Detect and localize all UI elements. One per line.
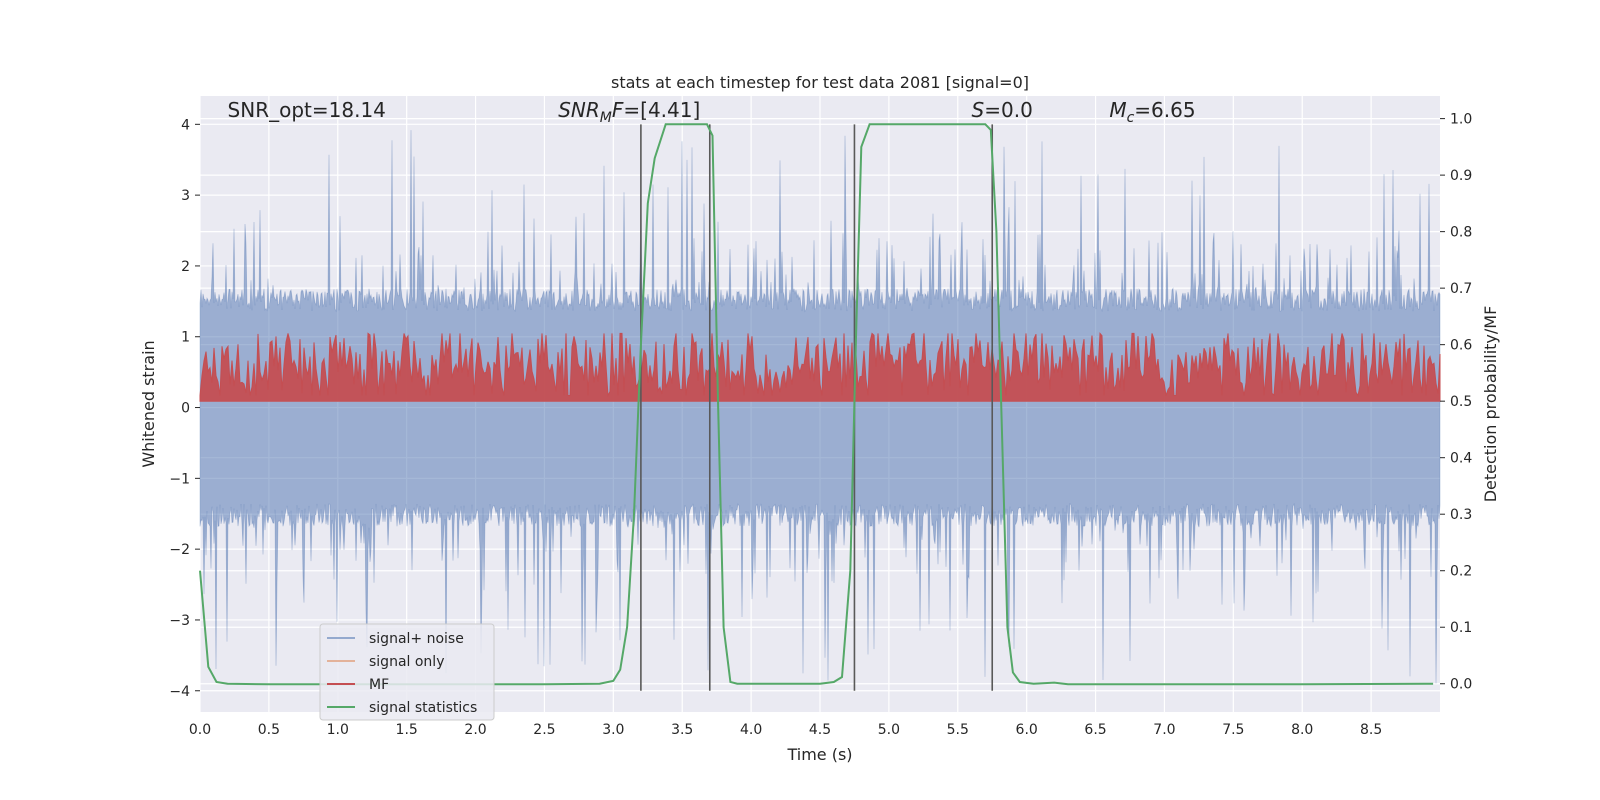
annotation-snr-mf: SNRMF=[4.41] xyxy=(558,98,700,126)
y-right-tick-label: 0.2 xyxy=(1450,564,1472,580)
y-right-tick-label: 0.9 xyxy=(1450,168,1472,184)
x-tick-label: 2.5 xyxy=(533,722,555,738)
mf-series xyxy=(199,332,1441,402)
signal-plus-noise-band xyxy=(199,130,1441,684)
legend-label-signal-statistics: signal statistics xyxy=(369,700,477,716)
x-tick-label: 5.5 xyxy=(947,722,969,738)
legend-label-signal-only: signal only xyxy=(369,654,444,670)
x-tick-label: 8.0 xyxy=(1291,722,1313,738)
x-tick-label: 4.0 xyxy=(740,722,762,738)
x-tick-label: 6.5 xyxy=(1084,722,1106,738)
y-left-tick-label: 0 xyxy=(181,401,190,417)
y-left-tick-label: 1 xyxy=(181,330,190,346)
annotations: SNR_opt=18.14 SNRMF=[4.41] S=0.0 Mc=6.65 xyxy=(228,98,1196,126)
x-tick-label: 3.0 xyxy=(602,722,624,738)
y-axis-left-label: Whitened strain xyxy=(139,340,158,467)
x-tick-label: 0.0 xyxy=(189,722,211,738)
y-right-tick-label: 0.7 xyxy=(1450,281,1472,297)
annotation-snr-opt: SNR_opt=18.14 xyxy=(228,98,386,122)
y-left-tick-label: −3 xyxy=(169,613,190,629)
signal-statistics-line xyxy=(199,123,1434,686)
legend-label-mf: MF xyxy=(369,677,389,693)
x-tick-label: 8.5 xyxy=(1360,722,1382,738)
y-left-tick-label: 3 xyxy=(181,188,190,204)
x-tick-label: 1.0 xyxy=(327,722,349,738)
y-right-tick-label: 0.8 xyxy=(1450,225,1472,241)
annotation-s-value: S=0.0 xyxy=(972,98,1033,122)
y-left-tick-label: 2 xyxy=(181,259,190,275)
x-tick-label: 7.5 xyxy=(1222,722,1244,738)
y-right-tick-label: 0.1 xyxy=(1450,620,1472,636)
x-tick-label: 6.0 xyxy=(1016,722,1038,738)
y-axis-right-label: Detection probability/MF xyxy=(1481,306,1500,503)
y-right-tick-label: 0.5 xyxy=(1450,394,1472,410)
y-right-tick-label: 1.0 xyxy=(1450,112,1472,128)
x-axis-label: Time (s) xyxy=(786,745,852,764)
y-left-tick-label: −4 xyxy=(169,684,190,700)
x-tick-label: 0.5 xyxy=(258,722,280,738)
x-tick-label: 2.0 xyxy=(464,722,486,738)
x-tick-label: 1.5 xyxy=(396,722,418,738)
x-tick-label: 5.0 xyxy=(878,722,900,738)
mf-band xyxy=(199,332,1441,402)
signal-statistics-series xyxy=(199,123,1434,686)
legend: signal+ noise signal only MF signal stat… xyxy=(319,623,495,721)
y-left-tick-label: −2 xyxy=(169,542,190,558)
y-left-tick-label: −1 xyxy=(169,471,190,487)
y-right-tick-label: 0.3 xyxy=(1450,507,1472,523)
chart-title: stats at each timestep for test data 208… xyxy=(611,73,1029,92)
y-right-tick-label: 0.6 xyxy=(1450,338,1472,354)
axes: 0.0 0.5 1.0 1.5 2.0 2.5 3.0 3.5 4.0 4.5 5.0 5.5 6.0 6… xyxy=(169,112,1472,738)
y-right-tick-label: 0.4 xyxy=(1450,451,1472,467)
legend-box xyxy=(319,623,495,721)
annotation-mc-value: Mc=6.65 xyxy=(1109,98,1195,126)
signal-plus-noise-series xyxy=(199,130,1441,684)
y-right-tick-label: 0.0 xyxy=(1450,677,1472,693)
x-tick-label: 4.5 xyxy=(809,722,831,738)
y-left-tick-label: 4 xyxy=(181,117,190,133)
x-tick-label: 3.5 xyxy=(671,722,693,738)
x-tick-label: 7.0 xyxy=(1153,722,1175,738)
legend-label-signal-noise: signal+ noise xyxy=(369,631,464,647)
